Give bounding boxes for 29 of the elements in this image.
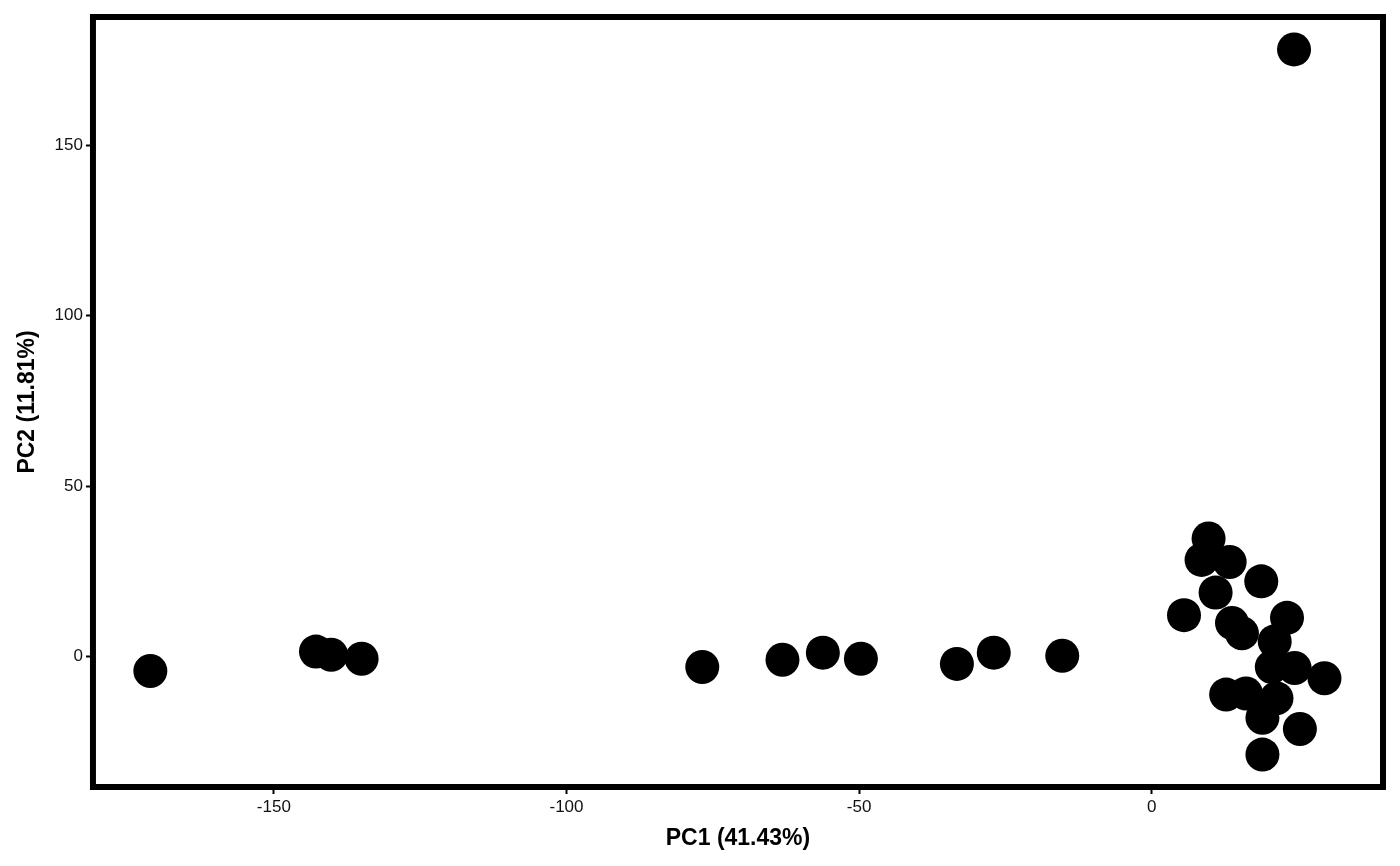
point: [765, 642, 800, 677]
y-tick-label: 150: [54, 134, 83, 154]
point: [1198, 575, 1233, 610]
point: [1307, 661, 1342, 696]
y-tick-label: 100: [54, 305, 83, 325]
y-tick-label: 50: [64, 475, 83, 495]
point: [1245, 700, 1280, 735]
x-tick-label: 0: [1147, 796, 1157, 816]
point: [805, 635, 840, 670]
point: [1245, 737, 1280, 772]
point: [1224, 616, 1259, 651]
point: [1244, 564, 1279, 599]
point: [1166, 598, 1201, 633]
x-axis-title: PC1 (41.43%): [665, 823, 811, 850]
y-tick-label: 0: [73, 646, 83, 666]
point: [685, 649, 720, 684]
point: [133, 654, 168, 689]
x-tick-label: -50: [846, 796, 872, 816]
point: [1045, 638, 1080, 673]
y-axis-title: PC2 (11.81%): [13, 330, 40, 474]
x-tick-label: -100: [549, 796, 584, 816]
point: [843, 641, 878, 676]
x-tick-label: -150: [256, 796, 291, 816]
point: [344, 641, 379, 676]
point: [976, 635, 1011, 670]
point: [1212, 544, 1247, 579]
point: [939, 646, 974, 681]
point: [1277, 32, 1312, 67]
point: [1282, 712, 1317, 747]
